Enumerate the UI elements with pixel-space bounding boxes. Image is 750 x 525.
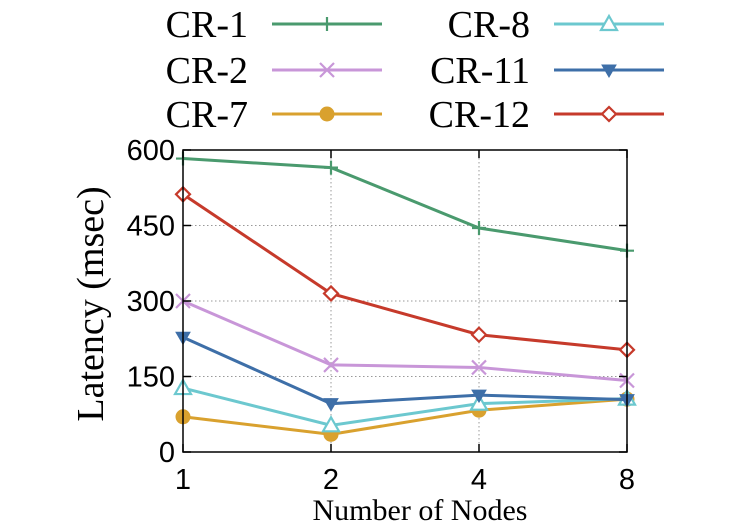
- y-tick-label: 450: [127, 211, 175, 243]
- series-cr-1: [176, 151, 634, 258]
- legend-label: CR-12: [429, 94, 530, 136]
- legend-label: CR-1: [166, 4, 248, 46]
- marker-triangle-down: [323, 398, 339, 412]
- marker-plus: [320, 17, 334, 31]
- marker-triangle-open: [321, 415, 341, 433]
- series-line: [182, 193, 628, 352]
- series-line: [182, 386, 628, 427]
- marker-plus: [472, 221, 486, 236]
- legend-entry-cr-2: CR-2: [166, 50, 382, 92]
- x-axis-label: Number of Nodes: [313, 494, 528, 525]
- legend-label: CR-11: [430, 50, 530, 92]
- marker-triangle-down: [471, 389, 487, 404]
- marker-diamond-open: [322, 284, 340, 303]
- legend-label: CR-8: [448, 4, 530, 46]
- series-cr-8: [173, 377, 637, 433]
- axes: 0 150 300 450 600 1 2 4 8: [127, 135, 635, 496]
- y-axis-label: Latency (msec): [70, 186, 112, 421]
- series-cr-12: [174, 185, 636, 359]
- y-tick-label: 150: [127, 362, 175, 394]
- legend-entry-cr-12: CR-12: [429, 94, 664, 136]
- legend-entry-cr-7: CR-7: [166, 94, 382, 136]
- marker-diamond-open: [600, 105, 618, 123]
- legend-entry-cr-1: CR-1: [166, 4, 382, 46]
- marker-cross: [319, 62, 335, 78]
- x-tick-label: 2: [323, 464, 339, 496]
- marker-diamond-open: [470, 326, 488, 344]
- grid-lines: [183, 150, 627, 452]
- y-tick-label: 0: [159, 437, 175, 469]
- legend-entry-cr-8: CR-8: [448, 4, 664, 46]
- x-tick-label: 8: [619, 464, 635, 496]
- y-tick-label: 300: [127, 286, 175, 318]
- marker-triangle-open: [599, 13, 619, 32]
- series-line: [182, 157, 628, 253]
- series-cr-2: [175, 293, 635, 389]
- legend-entry-cr-11: CR-11: [430, 50, 664, 92]
- marker-plus: [324, 160, 338, 175]
- marker-triangle-down: [601, 64, 617, 78]
- legend-label: CR-7: [166, 94, 248, 136]
- marker-cross: [323, 357, 339, 373]
- series-line: [182, 299, 628, 383]
- x-tick-label: 4: [471, 464, 487, 496]
- y-tick-label: 600: [127, 135, 175, 167]
- series-line: [182, 335, 628, 406]
- marker-cross: [471, 359, 487, 376]
- legend-label: CR-2: [166, 50, 248, 92]
- marker-circle: [319, 106, 335, 122]
- series-group: [173, 151, 637, 442]
- series-line: [182, 397, 628, 436]
- x-tick-label: 1: [175, 464, 191, 496]
